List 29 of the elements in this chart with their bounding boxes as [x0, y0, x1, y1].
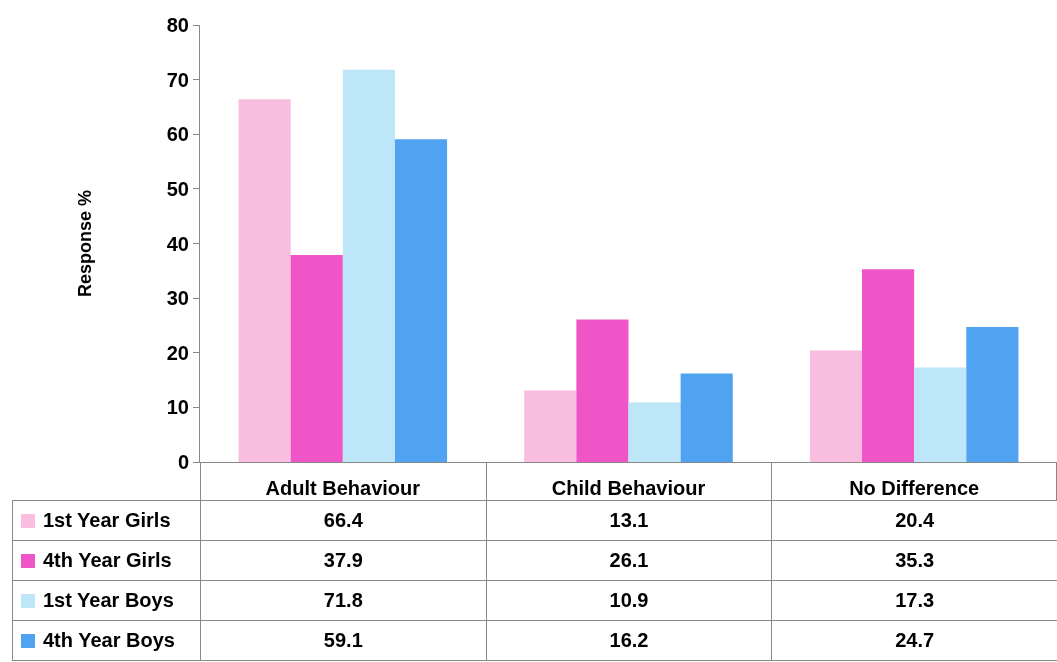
data-label: 20.4 — [771, 500, 1057, 541]
data-label: 37.9 — [200, 540, 487, 581]
y-axis-title: Response % — [74, 189, 95, 298]
y-tick-label: 20 — [166, 341, 189, 364]
y-tick-label: 0 — [177, 451, 189, 473]
data-label: 13.1 — [485, 500, 773, 541]
x-tick-label: Child Behaviour — [551, 477, 706, 499]
data-label: 66.4 — [200, 500, 487, 541]
data-label: 24.7 — [771, 620, 1057, 661]
y-tick-label: 50 — [166, 177, 189, 200]
legend-label: 4th Year Girls — [43, 549, 172, 572]
legend-label: 1st Year Boys — [43, 589, 174, 612]
x-tick-label: Adult Behaviour — [265, 477, 421, 499]
data-label: 35.3 — [771, 540, 1057, 581]
data-label: 26.1 — [485, 540, 773, 581]
x-tick-label: No Difference — [849, 477, 980, 499]
data-label: 71.8 — [200, 580, 487, 621]
data-label: 59.1 — [200, 620, 487, 661]
legend-label: 4th Year Boys — [43, 629, 175, 652]
data-label: 10.9 — [485, 580, 773, 621]
legend-label: 1st Year Girls — [43, 509, 171, 532]
y-tick-label: 60 — [166, 123, 189, 146]
data-label: 16.2 — [485, 620, 773, 661]
data-label: 17.3 — [771, 580, 1057, 621]
y-tick-label: 40 — [166, 232, 189, 255]
y-tick-label: 80 — [166, 14, 189, 36]
y-tick-label: 10 — [166, 396, 189, 419]
y-tick-label: 70 — [166, 68, 189, 91]
y-tick-label: 30 — [166, 287, 189, 310]
